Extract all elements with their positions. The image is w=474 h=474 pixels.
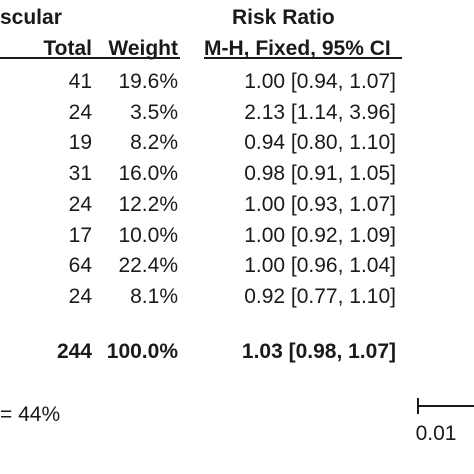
row-total: 41 bbox=[68, 70, 92, 93]
row-total: 19 bbox=[68, 131, 92, 154]
total-effect-ci: 1.03 [0.98, 1.07] bbox=[241, 340, 396, 363]
total-count: 244 bbox=[56, 340, 92, 363]
row-effect-ci: 0.92 [0.77, 1.10] bbox=[244, 285, 396, 308]
row-total: 24 bbox=[68, 285, 92, 308]
row-total: 24 bbox=[68, 193, 92, 216]
row-total: 64 bbox=[68, 254, 92, 277]
row-weight: 10.0% bbox=[118, 224, 178, 247]
row-effect-ci: 1.00 [0.92, 1.09] bbox=[244, 224, 396, 247]
total-column-header: Total bbox=[43, 37, 92, 60]
row-effect-ci: 0.98 [0.91, 1.05] bbox=[244, 162, 396, 185]
heterogeneity-statistic: = 44% bbox=[0, 403, 61, 426]
total-weight: 100.0% bbox=[106, 340, 178, 363]
row-effect-ci: 2.13 [1.14, 3.96] bbox=[244, 101, 396, 124]
x-axis-line bbox=[418, 405, 474, 407]
group-header: scular bbox=[0, 6, 62, 29]
row-weight: 8.1% bbox=[130, 285, 178, 308]
row-weight: 16.0% bbox=[118, 162, 178, 185]
row-effect-ci: 1.00 [0.96, 1.04] bbox=[244, 254, 396, 277]
row-effect-ci: 1.00 [0.93, 1.07] bbox=[244, 193, 396, 216]
row-weight: 12.2% bbox=[118, 193, 178, 216]
x-axis-tick-0-01 bbox=[417, 398, 419, 414]
x-axis-tick-label: 0.01 bbox=[415, 422, 457, 445]
row-effect-ci: 0.94 [0.80, 1.10] bbox=[244, 131, 396, 154]
row-total: 31 bbox=[68, 162, 92, 185]
group-header-underline bbox=[0, 57, 180, 59]
row-effect-ci: 1.00 [0.94, 1.07] bbox=[244, 70, 396, 93]
row-weight: 8.2% bbox=[130, 131, 178, 154]
ci-column-header: M-H, Fixed, 95% CI bbox=[204, 37, 391, 60]
row-total: 17 bbox=[68, 224, 92, 247]
effect-header-underline bbox=[204, 57, 402, 59]
weight-column-header: Weight bbox=[108, 37, 178, 60]
row-weight: 22.4% bbox=[118, 254, 178, 277]
effect-measure-title: Risk Ratio bbox=[232, 6, 335, 29]
row-total: 24 bbox=[68, 101, 92, 124]
row-weight: 19.6% bbox=[118, 70, 178, 93]
row-weight: 3.5% bbox=[130, 101, 178, 124]
